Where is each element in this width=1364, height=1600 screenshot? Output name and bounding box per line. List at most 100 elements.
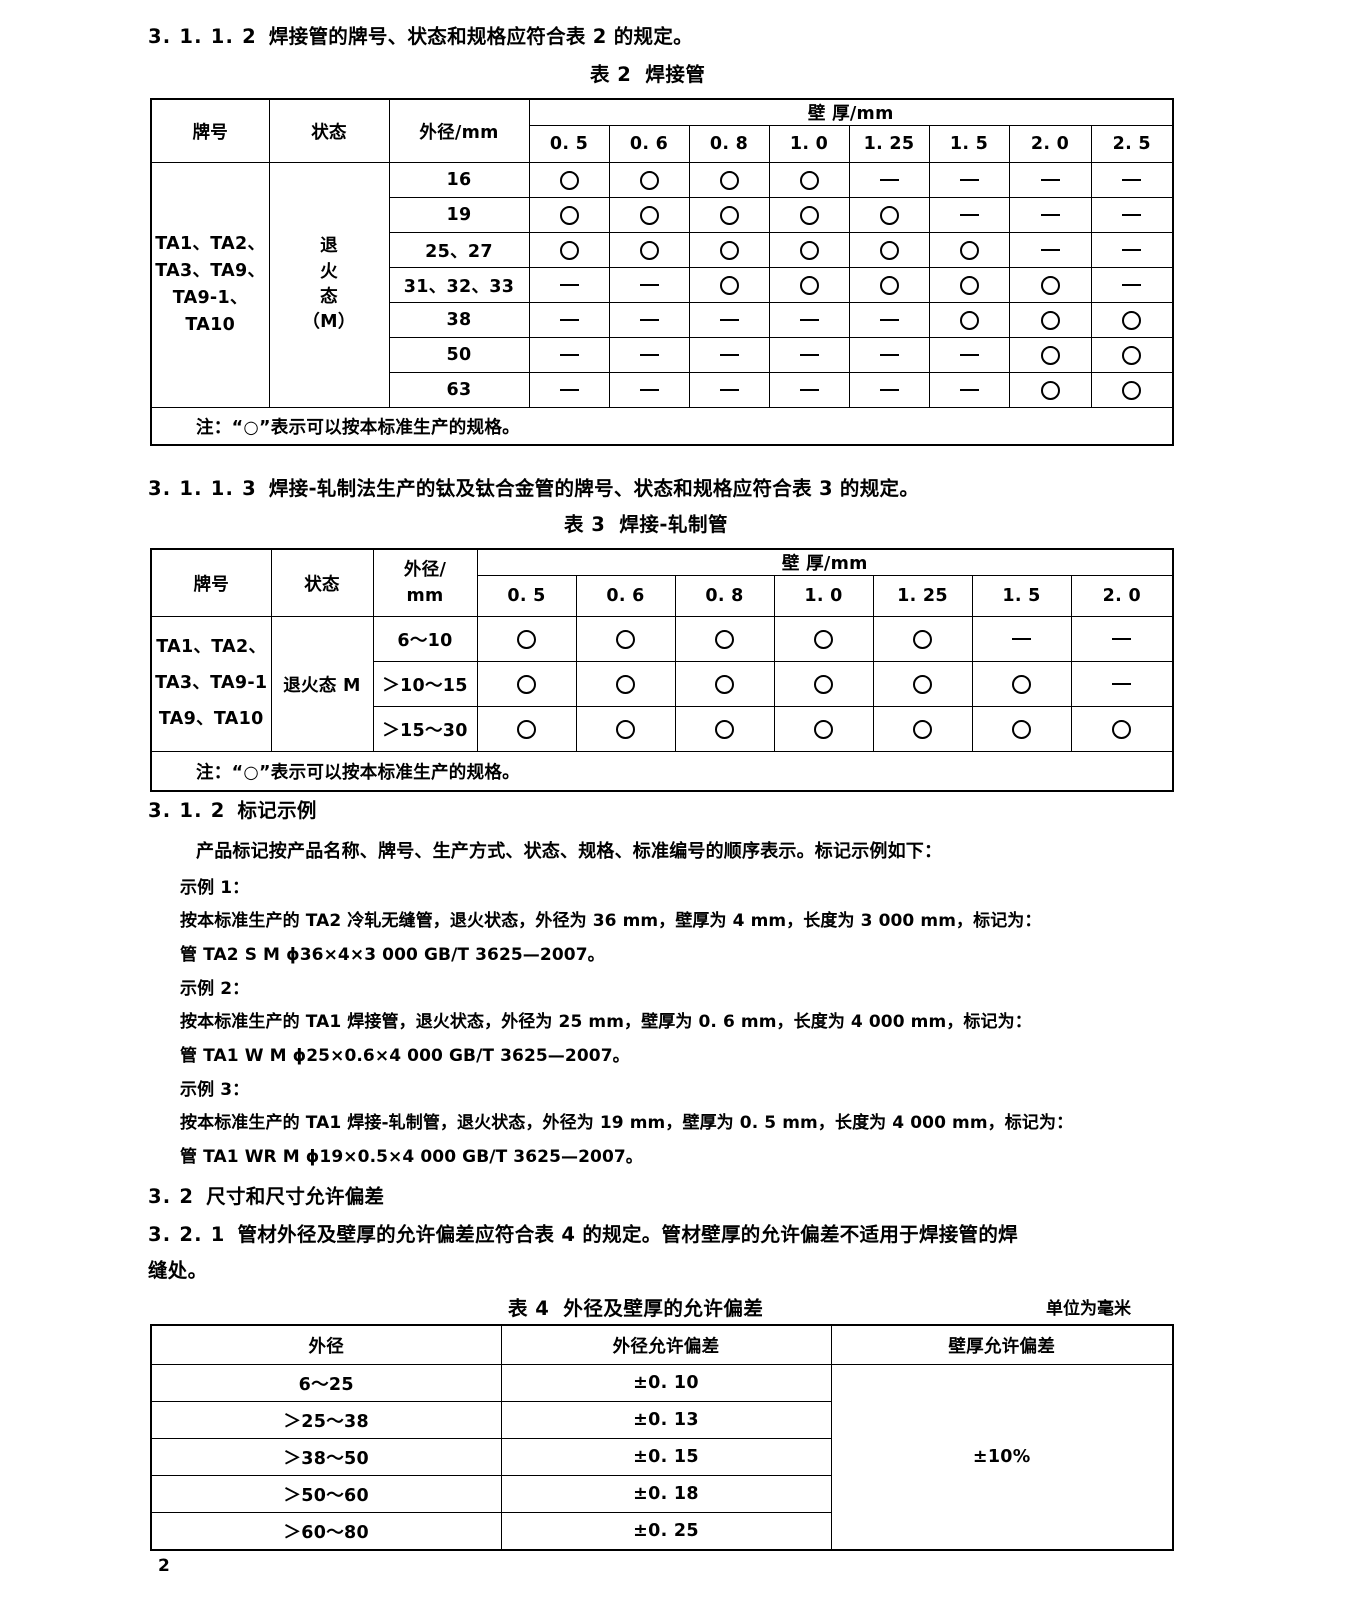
table2-mark-2-5	[928, 232, 1010, 268]
table3-state-cell: 退火态 M	[270, 616, 374, 752]
table2-wall-col-0: 0. 5	[528, 125, 610, 163]
table2-wall-col-6: 2. 0	[1008, 125, 1092, 163]
clause-3-1-1-3-number: 3. 1. 1. 3	[148, 477, 257, 500]
circle-mark-icon	[715, 674, 734, 694]
circle-mark-icon	[879, 240, 899, 260]
dash-mark-icon	[1122, 284, 1142, 286]
table2-mark-5-3	[768, 337, 850, 373]
circle-mark-icon	[799, 240, 819, 260]
clause-3-1-1-2-text: 焊接管的牌号、状态和规格应符合表 2 的规定。	[268, 25, 693, 48]
table3-mark-0-3	[773, 616, 874, 662]
table4-header-row: 外径 外径允许偏差 壁厚允许偏差	[150, 1324, 1174, 1365]
table2-note: 注：“○”表示可以按本标准生产的规格。	[150, 407, 1174, 446]
dash-mark-icon	[1040, 249, 1060, 251]
circle-mark-icon	[616, 629, 635, 649]
circle-mark-icon	[719, 205, 739, 225]
table3-wall-col-3: 1. 0	[773, 575, 874, 617]
table2-mark-0-1	[608, 162, 690, 198]
table3-mark-1-4	[872, 661, 973, 707]
dash-mark-icon	[559, 284, 579, 286]
example-3-description: 按本标准生产的 TA1 焊接-轧制管，退火状态，外径为 19 mm，壁厚为 0.…	[180, 1113, 1074, 1133]
circle-mark-icon	[639, 240, 659, 260]
dash-mark-icon	[1040, 179, 1060, 181]
table3-header-od-line1: 外径/	[403, 559, 447, 580]
table2-state-line-1: 火	[320, 261, 338, 282]
table3-mark-1-0	[476, 661, 577, 707]
table2-mark-4-1	[608, 302, 690, 338]
table2-state-cell: 退 火 态 （M）	[268, 162, 390, 408]
circle-mark-icon	[1040, 345, 1060, 365]
table3-mark-0-0	[476, 616, 577, 662]
table3-od-0: 6～10	[372, 616, 478, 662]
table2-mark-4-7	[1090, 302, 1174, 338]
table2-mark-6-0	[528, 372, 610, 408]
table2-mark-0-6	[1008, 162, 1092, 198]
table2-mark-1-1	[608, 197, 690, 233]
circle-mark-icon	[913, 629, 932, 649]
dash-mark-icon	[959, 389, 979, 391]
table2-mark-3-4	[848, 267, 930, 303]
table3-mark-0-6	[1070, 616, 1174, 662]
table2-mark-0-5	[928, 162, 1010, 198]
table4-od-4: ＞60～80	[150, 1512, 502, 1551]
table2-caption-text: 焊接管	[645, 63, 706, 86]
dash-mark-icon	[799, 389, 819, 391]
table-row: 63	[151, 372, 1174, 408]
table3-header-od-line2: mm	[406, 586, 444, 606]
dash-mark-icon	[879, 319, 899, 321]
table2-header-row-2: 0. 5 0. 6 0. 8 1. 0 1. 25 1. 5 2. 0 2. 5	[151, 125, 1174, 163]
table3-mark-2-1	[575, 706, 676, 752]
circle-mark-icon	[1122, 310, 1142, 330]
circle-mark-icon	[814, 629, 833, 649]
table3-od-2: ＞15～30	[372, 706, 478, 752]
table3-note: 注：“○”表示可以按本标准生产的规格。	[150, 751, 1174, 792]
circle-mark-icon	[559, 170, 579, 190]
table-row: ＞15～30	[151, 706, 1174, 752]
table3-mark-2-3	[773, 706, 874, 752]
table2-mark-5-5	[928, 337, 1010, 373]
table2-welded-pipe: 牌号 状态 外径/mm 壁 厚/mm 0. 5 0. 6 0. 8 1. 0 1…	[150, 98, 1175, 446]
table3-brand-cell: TA1、TA2、 TA3、TA9-1 TA9、TA10	[150, 616, 272, 752]
table2-mark-6-5	[928, 372, 1010, 408]
circle-mark-icon	[559, 205, 579, 225]
circle-mark-icon	[913, 674, 932, 694]
table3-welded-rolled-pipe: 牌号 状态 外径/ mm 壁 厚/mm 0. 5 0. 6 0. 8 1. 0 …	[150, 548, 1175, 792]
table2-mark-0-3	[768, 162, 850, 198]
clause-3-1-1-2-number: 3. 1. 1. 2	[148, 25, 257, 48]
table2-header-state: 状态	[268, 98, 390, 163]
circle-mark-icon	[799, 275, 819, 295]
table2-mark-3-6	[1008, 267, 1092, 303]
table-row: 19	[151, 197, 1174, 233]
table2-mark-5-4	[848, 337, 930, 373]
table2-caption: 表 2 焊接管	[590, 58, 705, 87]
table2-state-line-0: 退	[320, 236, 338, 257]
circle-mark-icon	[1040, 275, 1060, 295]
table-row: TA1、TA2、 TA3、TA9-1 TA9、TA10 退火态 M 6～10	[150, 616, 1174, 752]
table2-state-line-3: （M）	[302, 312, 356, 333]
table2-wall-col-7: 2. 5	[1090, 125, 1174, 163]
table2-mark-5-7	[1090, 337, 1174, 373]
dash-mark-icon	[879, 389, 899, 391]
table2-mark-2-4	[848, 232, 930, 268]
dash-mark-icon	[1122, 179, 1142, 181]
circle-mark-icon	[799, 205, 819, 225]
dash-mark-icon	[959, 354, 979, 356]
table2-mark-3-1	[608, 267, 690, 303]
table2-mark-4-0	[528, 302, 610, 338]
table2-state-line-2: 态	[320, 287, 338, 307]
marking-intro: 产品标记按产品名称、牌号、生产方式、状态、规格、标准编号的顺序表示。标记示例如下…	[196, 841, 943, 862]
table2-od-2: 25、27	[388, 232, 530, 268]
table3-wall-col-6: 2. 0	[1070, 575, 1174, 617]
table2-mark-4-5	[928, 302, 1010, 338]
table3-mark-2-4	[872, 706, 973, 752]
table3-header-row-1: 牌号 状态 外径/ mm 壁 厚/mm	[150, 548, 1174, 617]
circle-mark-icon	[959, 275, 979, 295]
circle-mark-icon	[799, 170, 819, 190]
example-3-code: 管 TA1 WR M ϕ19×0.5×4 000 GB/T 3625—2007。	[180, 1147, 643, 1167]
table2-wall-col-4: 1. 25	[848, 125, 930, 163]
table2-mark-1-0	[528, 197, 610, 233]
circle-mark-icon	[879, 275, 899, 295]
table2-mark-1-5	[928, 197, 1010, 233]
clause-3-1-1-3-text: 焊接-轧制法生产的钛及钛合金管的牌号、状态和规格应符合表 3 的规定。	[268, 477, 920, 500]
